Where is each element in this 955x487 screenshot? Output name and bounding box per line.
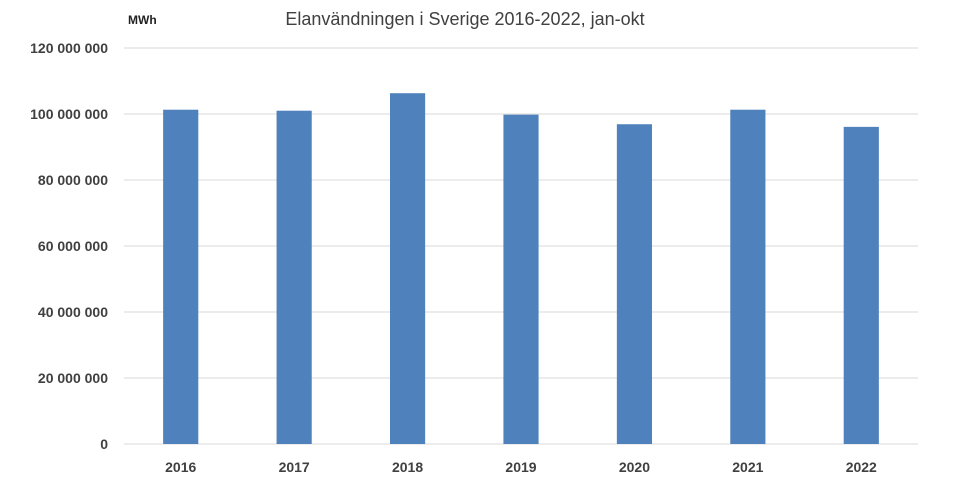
bar-2018	[389, 93, 426, 445]
y-axis-tick-labels: 0 20 000 000 40 000 000 60 000 000 80 000 00…	[30, 40, 108, 452]
y-axis-unit-label: MWh	[128, 13, 157, 27]
x-tick-label: 2017	[279, 459, 310, 475]
y-tick-label: 80 000 000	[38, 172, 108, 188]
bars	[163, 93, 879, 445]
x-tick-label: 2016	[165, 459, 196, 475]
bar-2020	[616, 124, 653, 444]
x-tick-label: 2020	[619, 459, 650, 475]
x-axis-tick-labels: 2016 2017 2018 2019 2020 2021 2022	[165, 459, 877, 475]
y-tick-label: 40 000 000	[38, 304, 108, 320]
x-tick-label: 2021	[732, 459, 763, 475]
x-tick-label: 2022	[846, 459, 877, 475]
y-tick-label: 0	[100, 436, 108, 452]
bar-2022	[843, 126, 879, 445]
x-tick-label: 2018	[392, 459, 423, 475]
x-tick-label: 2019	[505, 459, 536, 475]
bar-2019	[503, 114, 539, 444]
bar-2016	[163, 109, 199, 445]
y-tick-label: 100 000 000	[30, 106, 108, 122]
y-tick-label: 60 000 000	[38, 238, 108, 254]
chart-title: Elanvändningen i Sverige 2016-2022, jan-…	[285, 9, 644, 29]
bar-2017	[276, 110, 312, 444]
y-tick-label: 20 000 000	[38, 370, 108, 386]
bar-2021	[730, 109, 766, 445]
y-tick-label: 120 000 000	[30, 40, 108, 56]
